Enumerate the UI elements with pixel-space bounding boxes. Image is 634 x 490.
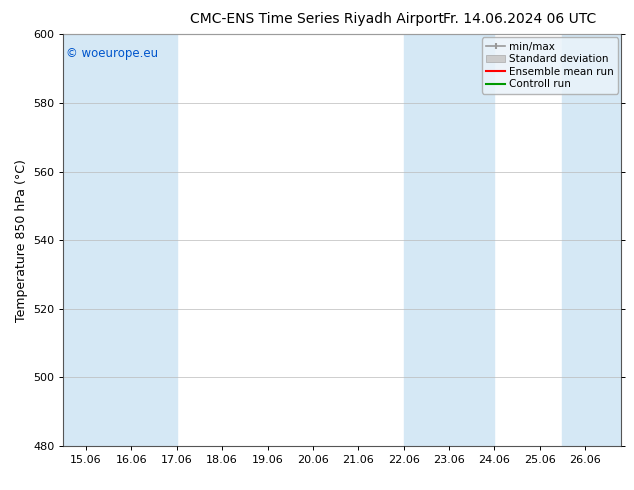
Text: © woeurope.eu: © woeurope.eu [66,47,158,60]
Bar [562,34,621,446]
Text: Fr. 14.06.2024 06 UTC: Fr. 14.06.2024 06 UTC [443,12,597,26]
Bar [404,34,495,446]
Text: CMC-ENS Time Series Riyadh Airport: CMC-ENS Time Series Riyadh Airport [190,12,444,26]
Y-axis label: Temperature 850 hPa (°C): Temperature 850 hPa (°C) [15,159,27,321]
Legend: min/max, Standard deviation, Ensemble mean run, Controll run: min/max, Standard deviation, Ensemble me… [482,37,618,94]
Bar [63,34,177,446]
